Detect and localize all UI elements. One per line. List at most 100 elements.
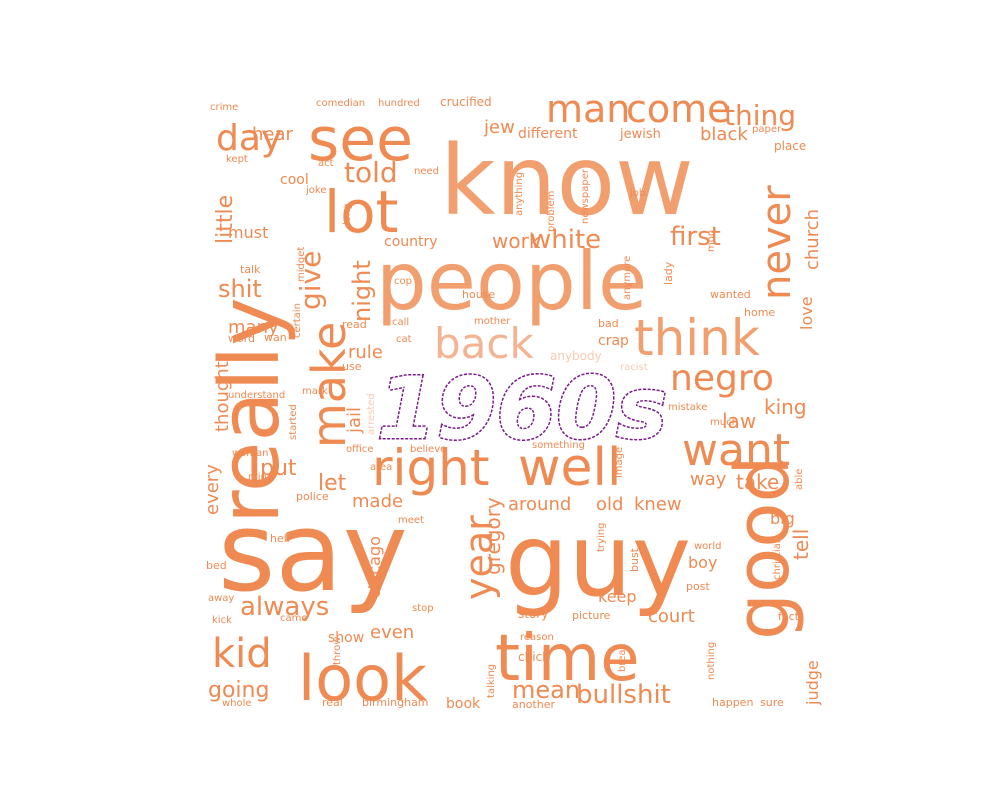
cloud-word: another [512,698,555,711]
cloud-word: first [670,222,721,252]
cloud-word: different [518,126,578,142]
cloud-word: mark [302,386,328,397]
cloud-word: real [322,696,343,709]
cloud-word: stop [412,603,434,614]
cloud-word: cat [396,334,412,345]
cloud-word: lady [662,261,675,285]
cloud-word: story [518,607,548,621]
cloud-word: long [342,203,353,225]
cloud-word: away [208,593,234,604]
cloud-word: people [376,235,647,328]
center-word: 1960s [377,359,668,459]
cloud-word: midget [296,247,307,282]
cloud-word: place [774,139,806,153]
cloud-word: act [318,158,334,169]
cloud-word: show [328,630,364,646]
cloud-word: crap [598,333,629,349]
cloud-word: started [288,404,299,440]
cloud-word: judge [803,660,822,706]
cloud-word: gregory [481,497,505,575]
cloud-word: area [370,462,392,473]
cloud-word: believe [410,444,446,455]
cloud-word: hell [270,532,290,545]
cloud-word: kick [212,615,232,626]
cloud-word: talking [486,664,497,698]
cloud-word: even [370,622,414,643]
cloud-word: church [802,209,823,270]
cloud-word: knew [634,494,682,515]
cloud-word: woman [232,448,269,459]
cloud-word: cop [394,276,412,287]
cloud-word: certain [292,303,303,338]
cloud-word: wanted [710,288,751,301]
cloud-word: see [308,105,413,175]
cloud-word: say [218,488,408,616]
cloud-word: know [440,125,694,237]
cloud-word: king [764,395,807,419]
cloud-word: rule [348,342,383,363]
cloud-word: chick [518,650,549,664]
cloud-word: meet [398,515,424,526]
cloud-word: night [348,260,376,322]
cloud-word: world [694,541,722,552]
cloud-word: book [446,696,481,712]
cloud-word: look [298,642,427,715]
cloud-word: sure [760,696,784,709]
cloud-word: negro [670,358,774,399]
cloud-word: told [344,156,398,189]
cloud-word: read [342,318,367,331]
cloud-word: joke [305,185,326,196]
cloud-word: well [518,438,621,498]
cloud-word: never [754,185,800,300]
cloud-word: old [596,494,623,515]
cloud-word: many [228,317,279,338]
cloud-word: year [457,515,501,600]
cloud-word: office [346,444,373,455]
cloud-word: fact [778,610,800,623]
cloud-word: big [770,509,795,528]
cloud-word: always [240,592,329,622]
cloud-word: police [296,490,329,503]
cloud-word: hear [252,124,294,145]
cloud-word: happen [712,696,753,709]
cloud-word: court [648,606,695,627]
cloud-word: came [280,613,308,624]
cloud-word: crime [210,102,238,113]
cloud-word: make [302,322,356,448]
cloud-word: boy [688,553,717,572]
cloud-word: want [682,425,790,476]
cloud-word: able [794,469,805,490]
cloud-word: tell [789,529,813,560]
cloud-word: throw [332,637,343,665]
cloud-word: mean [512,676,580,704]
cloud-word: crucified [440,95,492,109]
cloud-word: much [710,417,738,428]
cloud-word: trying [596,523,607,552]
cloud-word: law [722,409,756,433]
cloud-word: bed [206,559,227,572]
cloud-word: think [634,309,760,367]
cloud-word: little [213,195,238,244]
cloud-word: come [626,87,731,131]
cloud-word: keep [598,587,637,606]
cloud-word: house [462,288,495,301]
cloud-word: put [260,456,297,481]
cloud-word: back [434,319,534,368]
cloud-word: word [228,332,255,345]
cloud-word: kid [212,631,272,677]
cloud-word: really [203,297,298,524]
cloud-word: problem [546,191,557,232]
cloud-word: take [736,470,779,494]
cloud-word: cool [280,172,309,188]
cloud-word: job [629,188,645,199]
cloud-word: jew [483,117,515,138]
cloud-word: time [495,622,640,696]
cloud-word: picture [572,609,611,622]
cloud-word: lot [324,178,398,246]
cloud-word: arrested [366,393,377,435]
cloud-word: man [546,87,630,131]
cloud-word: newspaper [580,168,591,224]
cloud-word: every [202,464,223,515]
